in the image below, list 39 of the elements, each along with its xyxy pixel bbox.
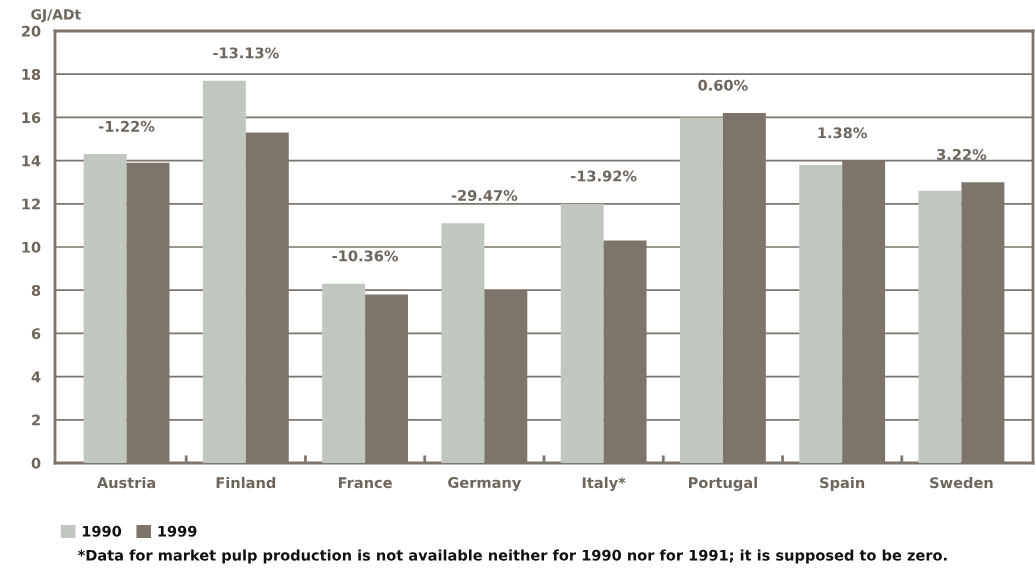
y-tick-label: 2 <box>32 414 40 426</box>
x-tick-label: Finland <box>216 476 276 489</box>
x-tick-label: Germany <box>448 477 522 491</box>
x-tick-label: France <box>338 477 392 489</box>
annotation: -29.47% <box>451 189 518 201</box>
x-tick-label: Austria <box>96 476 156 489</box>
y-tick-label: 8 <box>31 284 41 296</box>
x-tick-label: Italy* <box>582 476 626 492</box>
bar <box>679 117 723 463</box>
annotation: -1.22% <box>99 120 155 132</box>
bar <box>202 80 246 463</box>
annotation: -10.36% <box>332 250 399 262</box>
y-tick-label: 10 <box>22 241 41 253</box>
annotation: 0.60% <box>698 79 748 91</box>
bar <box>799 164 843 463</box>
y-tick-label: 6 <box>31 328 41 340</box>
bar <box>918 190 962 463</box>
bar <box>322 283 366 463</box>
annotation: -13.13% <box>213 47 279 59</box>
x-tick-label: Sweden <box>930 476 993 489</box>
x-tick-label: Spain <box>820 476 865 491</box>
y-axis-title: GJ/ADt <box>31 9 81 23</box>
bar <box>441 223 485 463</box>
annotation: 3.22% <box>937 148 987 160</box>
y-tick-label: 16 <box>22 112 41 124</box>
y-tick-label: 18 <box>22 68 41 80</box>
bar <box>83 154 127 463</box>
y-tick-label: 20 <box>21 25 41 37</box>
text: *Data for market pulp production is not available neither for 1990 nor for 1991; it is supposed to be zero. <box>77 549 947 564</box>
annotation: 1.38% <box>818 127 867 139</box>
y-tick-label: 14 <box>22 155 41 167</box>
legend-label: 1999 <box>158 525 197 537</box>
y-tick-label: 4 <box>31 371 41 383</box>
y-tick-label: 0 <box>31 457 41 469</box>
annotation: -13.92% <box>571 170 637 182</box>
y-tick-label: 12 <box>22 198 40 210</box>
bar <box>560 203 604 463</box>
legend-label: 1990 <box>82 525 122 537</box>
x-tick-label: Portugal <box>688 476 757 492</box>
